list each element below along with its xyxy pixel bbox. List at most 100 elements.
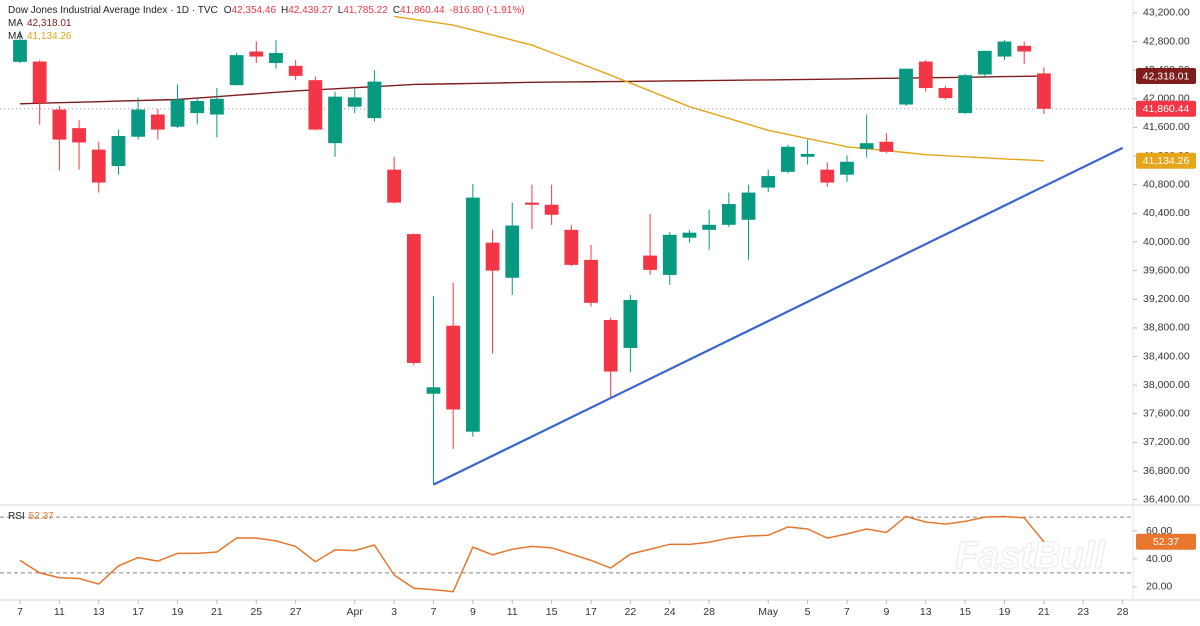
x-tick-label: 13 — [920, 606, 932, 618]
candle-body — [1017, 45, 1032, 52]
y-tick-label: 20.00 — [1146, 581, 1172, 593]
y-tick-label: 39,200.00 — [1143, 293, 1190, 305]
y-tick-label: 38,800.00 — [1143, 322, 1190, 334]
candle-body — [899, 68, 913, 105]
candle-body — [13, 39, 27, 62]
x-tick-label: 13 — [93, 606, 105, 618]
candle-body — [840, 161, 854, 175]
price-badge — [1136, 68, 1196, 85]
candle-body — [91, 149, 106, 183]
moving-average-line — [394, 15, 1044, 162]
candle-body — [584, 259, 598, 303]
x-tick-label: 3 — [391, 606, 397, 618]
price-badge — [1136, 152, 1196, 169]
x-tick-label: 15 — [546, 606, 558, 618]
x-tick-label: 19 — [172, 606, 184, 618]
rsi-pane — [0, 515, 1133, 593]
candle-body — [190, 100, 205, 114]
x-tick-label: Apr — [347, 606, 364, 618]
legend-entry: MA 41,134.26 — [8, 31, 72, 42]
candle-body — [308, 80, 323, 130]
quote-value: 42,439.27 — [288, 5, 333, 16]
candle-body — [702, 224, 717, 230]
candle-body — [544, 204, 559, 215]
trendline — [433, 146, 1124, 486]
candle-body — [781, 146, 795, 172]
quote-label: H — [281, 5, 288, 16]
x-tick-label: 11 — [54, 606, 65, 618]
x-tick-label: 24 — [664, 606, 676, 618]
moving-average-line — [19, 75, 1044, 105]
quote-label: O — [224, 5, 232, 16]
x-tick-label: 27 — [290, 606, 302, 618]
candle-body — [603, 320, 618, 372]
candle-body — [958, 75, 973, 114]
y-tick-label: 40.00 — [1146, 553, 1172, 565]
candle-body — [761, 176, 776, 188]
candle-body — [643, 255, 657, 270]
price-badge-label: 42,318.01 — [1143, 70, 1190, 82]
price-badge — [1136, 100, 1196, 117]
candle-body — [150, 114, 165, 130]
x-tick-label: 7 — [431, 606, 437, 618]
candle-body — [623, 299, 638, 348]
y-tick-label: 36,400.00 — [1143, 493, 1190, 505]
y-tick-label: 40,400.00 — [1143, 207, 1190, 219]
candle-body — [249, 51, 264, 57]
x-tick-label: 21 — [211, 606, 223, 618]
y-tick-label: 38,400.00 — [1143, 350, 1190, 362]
legend-value: 41,134.26 — [27, 31, 72, 42]
x-tick-label: 9 — [470, 606, 476, 618]
watermark: FastBull — [955, 535, 1106, 577]
candle-body — [721, 204, 736, 225]
candle-body — [387, 169, 402, 203]
candle-body — [505, 225, 520, 278]
legend-entry: MA 42,318.01 — [8, 18, 72, 29]
x-tick-label: 25 — [250, 606, 262, 618]
candle-body — [662, 234, 677, 275]
y-tick-label: 41,600.00 — [1143, 121, 1190, 133]
x-tick-label: 7 — [17, 606, 23, 618]
candle-body — [131, 109, 146, 137]
x-tick-label: 23 — [1077, 606, 1089, 618]
quote-value: 41,785.22 — [343, 5, 388, 16]
y-tick-label: 42,800.00 — [1143, 35, 1190, 47]
x-tick-label: 5 — [805, 606, 811, 618]
price-badge-label: 41,860.44 — [1143, 103, 1190, 115]
x-tick-label: 17 — [132, 606, 144, 618]
candle-body — [938, 88, 953, 99]
rsi-line — [19, 515, 1045, 593]
quote-value: 41,860.44 — [400, 5, 445, 16]
quote-change: -816.80 (-1.91%) — [450, 5, 525, 16]
y-tick-label: 40,000.00 — [1143, 236, 1190, 248]
candle-body — [328, 96, 342, 144]
x-tick-label: 11 — [507, 606, 518, 618]
quote-label: C — [393, 5, 400, 16]
candle-body — [879, 141, 894, 152]
candle-body — [741, 192, 756, 220]
candle-body — [800, 153, 815, 157]
x-tick-label: May — [758, 606, 779, 618]
candle-body — [288, 65, 303, 76]
candle-body — [170, 99, 185, 127]
legend-name: RSI — [8, 511, 25, 522]
header: Dow Jones Industrial Average Index · 1D … — [8, 5, 525, 16]
candle-body — [820, 169, 835, 183]
candle-body — [32, 61, 47, 104]
candle-body — [564, 229, 579, 265]
main-pane — [0, 15, 1133, 486]
legend-value: 52.37 — [29, 511, 54, 522]
y-tick-label: 36,800.00 — [1143, 465, 1190, 477]
candle-body — [72, 128, 86, 143]
y-tick-label: 37,200.00 — [1143, 436, 1190, 448]
candle-body — [269, 52, 283, 63]
candle-body — [229, 55, 244, 86]
x-tick-label: 9 — [883, 606, 889, 618]
candle-body — [426, 387, 441, 394]
x-tick-label: 22 — [625, 606, 637, 618]
y-tick-label: 39,600.00 — [1143, 264, 1190, 276]
candle-body — [525, 202, 539, 205]
candle-body — [347, 97, 362, 107]
x-tick-label: 7 — [844, 606, 850, 618]
legend-name: MA — [8, 18, 23, 29]
